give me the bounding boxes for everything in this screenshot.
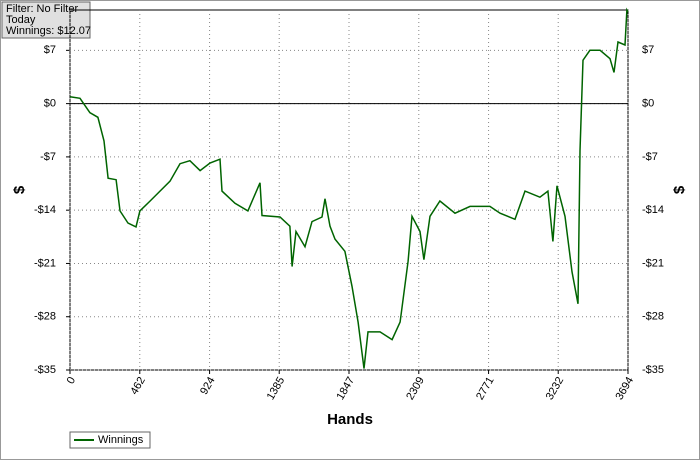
filter-box: Filter: No Filter Today Winnings: $12.07 — [1, 1, 91, 39]
filter-text: Filter: No Filter — [6, 3, 78, 15]
y-tick-label: $7 — [44, 44, 56, 56]
y-tick-label: $0 — [44, 98, 56, 110]
legend-label: Winnings — [98, 434, 144, 446]
y-tick-label: -$7 — [40, 151, 56, 163]
y2-tick-label: $0 — [642, 98, 654, 110]
x-tick-label: 0 — [65, 375, 78, 386]
y-tick-label: -$14 — [34, 204, 56, 216]
y-tick-label: -$28 — [34, 311, 56, 323]
y2-tick-label: -$35 — [642, 364, 664, 376]
y2-tick-label: -$21 — [642, 257, 664, 269]
y2-tick-label: -$28 — [642, 311, 664, 323]
y-tick-label: -$35 — [34, 364, 56, 376]
y2-tick-label: -$14 — [642, 204, 664, 216]
filter-text: Today — [6, 14, 36, 26]
y-axis-title: $ — [11, 185, 28, 194]
y-tick-label: -$21 — [34, 257, 56, 269]
y2-tick-label: -$7 — [642, 151, 658, 163]
y2-axis-title: $ — [671, 185, 688, 194]
x-axis-title: Hands — [327, 411, 373, 428]
filter-background — [1, 1, 91, 39]
filter-text: Winnings: $12.07 — [6, 25, 91, 37]
legend: Winnings — [69, 431, 151, 449]
series-line — [69, 7, 629, 369]
legend-box — [69, 431, 151, 449]
y2-tick-label: $7 — [642, 44, 654, 56]
